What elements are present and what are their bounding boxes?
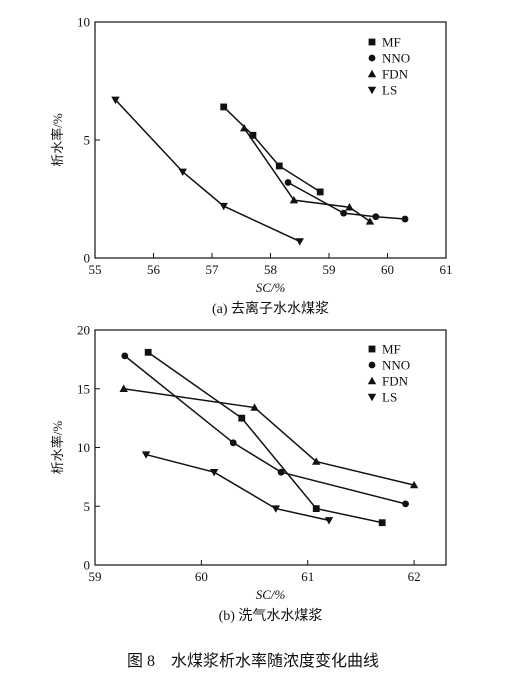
series-line-fdn bbox=[243, 127, 371, 223]
legend-marker-nno bbox=[368, 361, 376, 369]
legend-label-mf: MF bbox=[382, 342, 401, 357]
legend-marker-mf bbox=[368, 38, 376, 46]
series-line-fdn bbox=[123, 388, 415, 486]
x-tick-label: 61 bbox=[440, 262, 453, 277]
x-tick-label: 60 bbox=[381, 262, 394, 277]
series-line-ls bbox=[145, 453, 330, 522]
data-point-nno bbox=[401, 215, 409, 223]
chart-caption: (b) 洗气水水煤浆 bbox=[219, 608, 323, 624]
y-tick-label: 10 bbox=[77, 15, 90, 30]
data-point-mf bbox=[312, 505, 320, 512]
data-point-mf bbox=[316, 188, 324, 196]
y-tick-label: 15 bbox=[77, 381, 90, 396]
data-point-fdn bbox=[409, 480, 419, 489]
data-point-ls bbox=[111, 96, 120, 105]
data-point-ls bbox=[219, 202, 228, 211]
x-tick-label: 56 bbox=[147, 262, 161, 277]
y-axis-label: 析水率/% bbox=[50, 113, 65, 167]
data-point-mf bbox=[378, 519, 386, 527]
data-point-nno bbox=[277, 468, 285, 476]
y-tick-label: 20 bbox=[77, 323, 90, 338]
legend-marker-fdn bbox=[367, 376, 377, 385]
legend-label-nno: NNO bbox=[382, 358, 410, 373]
legend-marker-ls bbox=[367, 86, 377, 95]
y-tick-label: 5 bbox=[84, 499, 91, 514]
chart-caption: (a) 去离子水水煤浆 bbox=[212, 300, 329, 317]
x-tick-label: 58 bbox=[264, 262, 277, 277]
legend-label-ls: LS bbox=[382, 390, 397, 405]
data-point-mf bbox=[249, 131, 257, 139]
data-point-nno bbox=[340, 209, 348, 217]
y-tick-label: 5 bbox=[84, 133, 91, 148]
data-point-ls bbox=[271, 505, 281, 513]
chart-a: 55 56 57 58 59 60 61 0 5 10 SC/% 析水率/% (a) 去离子水水煤浆 MF… bbox=[50, 15, 453, 318]
data-point-fdn bbox=[345, 203, 354, 211]
data-point-fdn bbox=[250, 403, 259, 411]
y-tick-label: 0 bbox=[84, 558, 91, 573]
x-tick-label: 55 bbox=[89, 262, 102, 277]
series-line-ls bbox=[114, 99, 301, 243]
legend-marker-mf bbox=[368, 345, 376, 353]
x-tick-label: 62 bbox=[408, 569, 421, 584]
data-point-nno bbox=[372, 213, 380, 221]
chart-b: 59 60 61 62 0 5 10 15 20 SC/% 析水率/% (b) 洗气水水煤浆 MFNNO… bbox=[50, 323, 447, 624]
x-axis-label: SC/% bbox=[256, 280, 286, 295]
series-line-nno bbox=[124, 355, 406, 505]
legend-marker-ls bbox=[367, 393, 377, 402]
data-point-ls bbox=[209, 468, 219, 477]
series-line-mf bbox=[223, 106, 321, 193]
data-point-mf bbox=[275, 162, 283, 170]
figure-caption: 图 8 水煤浆析水率随浓度变化曲线 bbox=[127, 652, 379, 670]
legend-label-mf: MF bbox=[382, 35, 401, 50]
y-tick-label: 10 bbox=[77, 440, 90, 455]
data-point-ls bbox=[141, 451, 151, 459]
x-axis-label: SC/% bbox=[256, 587, 286, 602]
data-point-ls bbox=[295, 238, 304, 246]
data-point-fdn bbox=[289, 195, 299, 204]
data-point-mf bbox=[144, 348, 152, 356]
data-point-fdn bbox=[119, 384, 128, 392]
x-tick-label: 59 bbox=[323, 262, 336, 277]
legend-marker-fdn bbox=[367, 69, 377, 78]
x-tick-label: 60 bbox=[195, 569, 208, 584]
data-point-ls bbox=[324, 517, 334, 525]
data-point-nno bbox=[402, 500, 409, 508]
legend-marker-nno bbox=[368, 54, 376, 62]
x-tick-label: 57 bbox=[206, 262, 220, 277]
data-point-fdn bbox=[365, 217, 375, 225]
x-tick-label: 59 bbox=[89, 569, 102, 584]
legend-label-fdn: FDN bbox=[382, 374, 409, 389]
data-point-fdn bbox=[312, 457, 321, 465]
data-point-nno bbox=[121, 352, 129, 360]
x-tick-label: 61 bbox=[301, 569, 314, 584]
data-point-fdn bbox=[239, 124, 249, 132]
legend-label-ls: LS bbox=[382, 83, 397, 98]
data-point-nno bbox=[284, 179, 292, 186]
legend-label-fdn: FDN bbox=[382, 67, 409, 82]
data-point-ls bbox=[178, 168, 187, 177]
series-line-mf bbox=[147, 351, 383, 524]
data-point-nno bbox=[229, 439, 237, 447]
data-point-mf bbox=[220, 103, 228, 111]
data-point-mf bbox=[238, 414, 246, 422]
y-axis-label: 析水率/% bbox=[50, 421, 65, 475]
legend-label-nno: NNO bbox=[382, 51, 410, 66]
y-tick-label: 0 bbox=[84, 251, 91, 266]
